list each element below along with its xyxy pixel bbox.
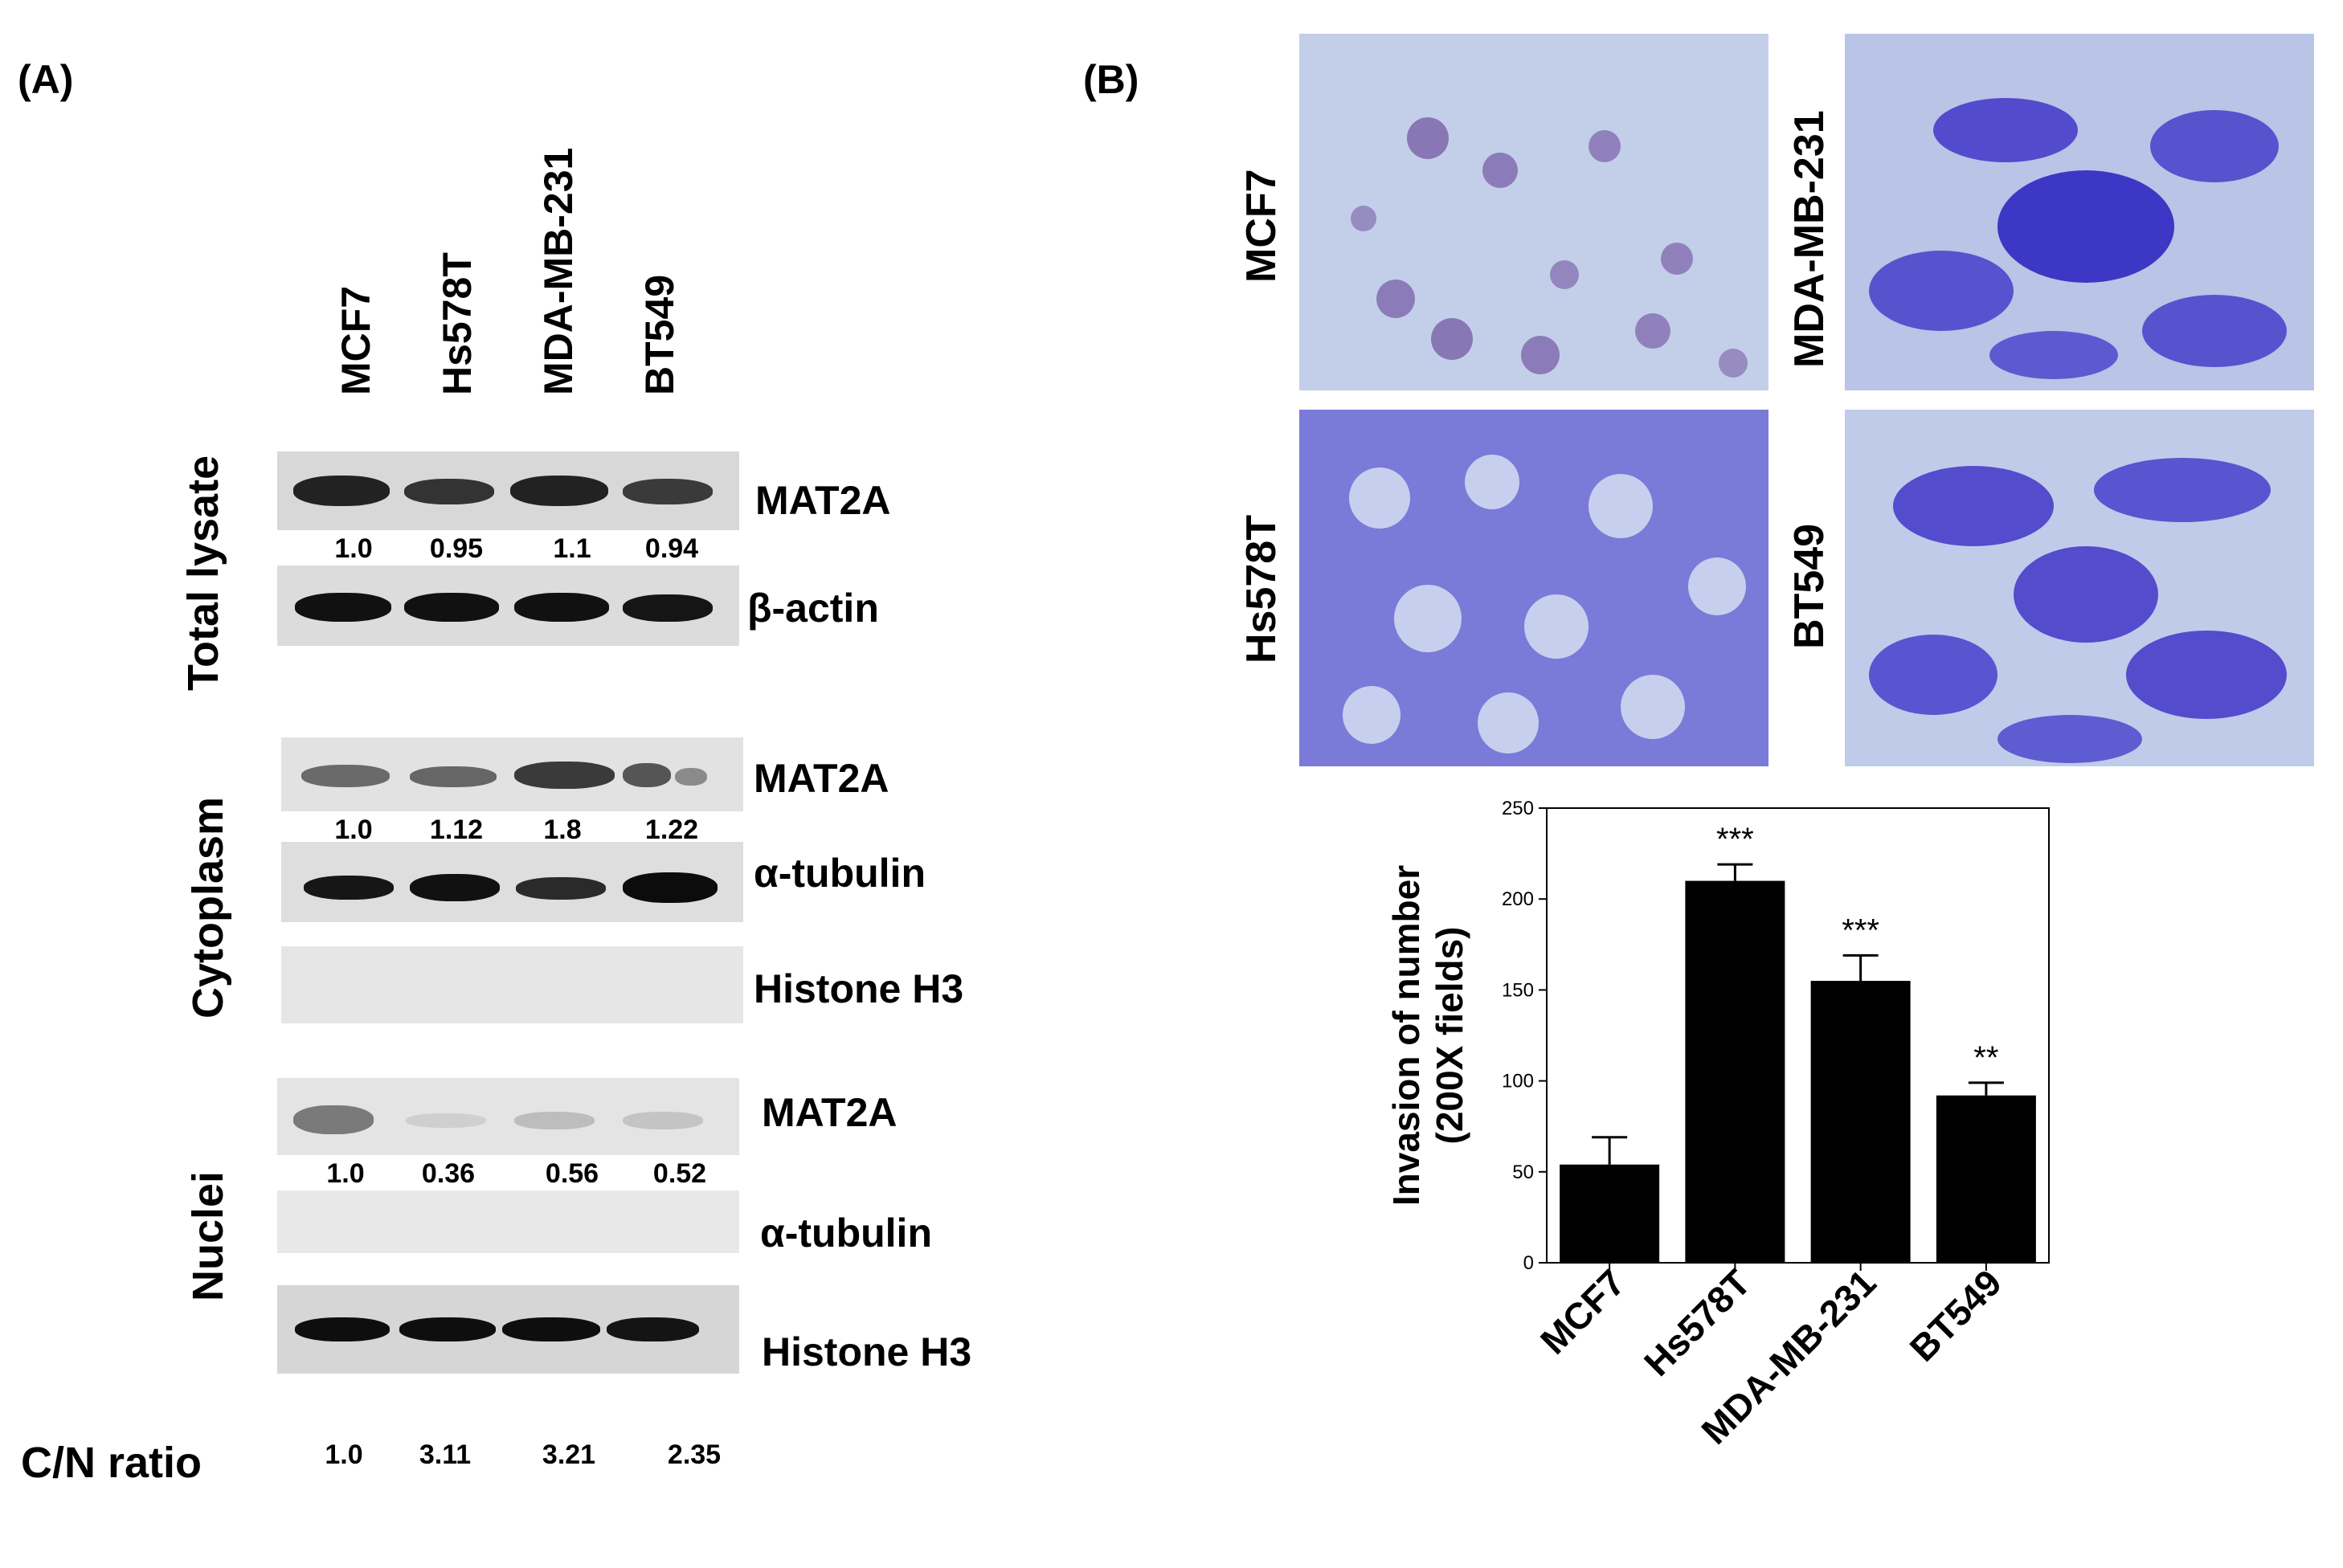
blot-nuc-mat2a: [277, 1078, 739, 1155]
significance-marker: **: [1973, 1040, 1998, 1076]
lane-label-bt549: BT549: [637, 274, 682, 395]
group-label-cytoplasm: Cytoplasm: [184, 796, 232, 1019]
quant-cyto-mat2a-mda: 1.8: [543, 815, 582, 845]
y-tick-label: 200: [1502, 888, 1534, 910]
lane-label-mda: MDA-MB-231: [536, 147, 581, 395]
y-axis-label-line1: Invasion of number: [1385, 865, 1427, 1206]
significance-marker: ***: [1716, 822, 1754, 857]
panel-a-label: (A): [18, 57, 74, 102]
micrograph-label-hs578t: Hs578T: [1238, 515, 1285, 664]
protein-label-cyto-mat2a: MAT2A: [754, 756, 889, 801]
quant-total-mat2a-hs578t: 0.95: [429, 533, 484, 564]
micrograph-label-mcf7: MCF7: [1238, 169, 1285, 283]
quant-cyto-mat2a-hs578t: 1.12: [429, 815, 484, 845]
protein-label-nuc-mat2a: MAT2A: [762, 1090, 898, 1135]
protein-label-nuc-tubulin: α-tubulin: [760, 1211, 932, 1256]
protein-label-total-actin: β-actin: [747, 586, 879, 631]
group-label-nuclei: Nuclei: [184, 1170, 232, 1301]
y-tick-label: 0: [1523, 1252, 1534, 1274]
blot-nuc-tubulin: [277, 1190, 739, 1253]
y-tick-label: 150: [1502, 979, 1534, 1001]
blot-total-actin: [277, 566, 739, 646]
blot-total-mat2a: [277, 451, 739, 530]
protein-label-cyto-tubulin: α-tubulin: [754, 851, 926, 896]
bar-mda-mb-231: [1810, 981, 1911, 1263]
micrograph-bt549: [1845, 410, 2314, 766]
micrograph-hs578t: [1299, 410, 1768, 766]
quant-cyto-mat2a-mcf7: 1.0: [334, 815, 373, 845]
plot-frame: [1546, 807, 2050, 1264]
y-tick-label: 50: [1512, 1162, 1534, 1183]
y-tick-label: 100: [1502, 1071, 1534, 1092]
cn-ratio-mcf7: 1.0: [325, 1439, 363, 1470]
x-tick-label: Hs578T: [1636, 1261, 1758, 1383]
panel-b-label: (B): [1083, 57, 1139, 102]
blot-cyto-mat2a: [281, 737, 743, 811]
cn-ratio-bt549: 2.35: [667, 1439, 722, 1470]
blot-cyto-h3: [281, 946, 743, 1023]
quant-nuc-mat2a-mda: 0.56: [545, 1158, 599, 1189]
blot-nuc-h3: [277, 1285, 739, 1374]
cn-ratio-label: C/N ratio: [21, 1439, 202, 1487]
bar-bt549: [1936, 1095, 2036, 1263]
protein-label-total-mat2a: MAT2A: [755, 478, 891, 523]
bar-mcf7: [1560, 1164, 1660, 1263]
cn-ratio-mda: 3.21: [542, 1439, 596, 1470]
cn-ratio-hs578t: 3.11: [419, 1439, 472, 1470]
micrograph-mcf7: [1299, 34, 1768, 390]
blot-cyto-tubulin: [281, 842, 743, 922]
lane-label-mcf7: MCF7: [333, 285, 378, 395]
protein-label-nuc-h3: Histone H3: [762, 1329, 972, 1374]
quant-nuc-mat2a-hs578t: 0.36: [421, 1158, 476, 1189]
micrograph-label-mda: MDA-MB-231: [1786, 110, 1833, 368]
lane-label-hs578t: Hs578T: [435, 252, 480, 395]
group-label-total-lysate: Total lysate: [179, 455, 227, 691]
micrograph-mda: [1845, 34, 2314, 390]
quant-total-mat2a-mda: 1.1: [553, 533, 591, 564]
bar-hs578t: [1685, 880, 1785, 1263]
x-tick-label: BT549: [1902, 1261, 2010, 1369]
y-axis-label-line2: (200X fields): [1429, 927, 1470, 1145]
protein-label-cyto-h3: Histone H3: [754, 966, 964, 1011]
micrograph-label-bt549: BT549: [1786, 523, 1833, 649]
quant-total-mat2a-mcf7: 1.0: [334, 533, 373, 564]
quant-nuc-mat2a-mcf7: 1.0: [326, 1158, 365, 1189]
invasion-bar-chart: 050100150200250MCF7***Hs578T***MDA-MB-23…: [1385, 798, 2050, 1452]
y-tick-label: 250: [1502, 798, 1534, 819]
significance-marker: ***: [1842, 913, 1879, 948]
quant-nuc-mat2a-bt549: 0.52: [652, 1158, 707, 1189]
quant-total-mat2a-bt549: 0.94: [644, 533, 699, 564]
x-tick-label: MCF7: [1532, 1261, 1633, 1362]
quant-cyto-mat2a-bt549: 1.22: [644, 815, 699, 845]
